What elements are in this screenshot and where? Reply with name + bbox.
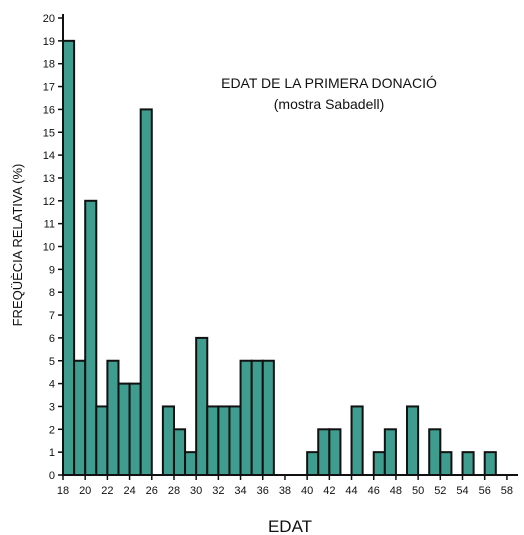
y-tick-label-2: 2: [49, 424, 55, 436]
y-tick-label-10: 10: [43, 242, 55, 254]
axes-group: [62, 14, 518, 476]
bar-age-35: [250, 359, 264, 476]
bar-age-32: [217, 405, 231, 477]
bar-age-18: [62, 39, 76, 476]
y-tick-label-16: 16: [43, 104, 55, 116]
bar-age-21: [95, 405, 109, 477]
bar-age-25: [139, 108, 153, 477]
y-tick-label-20: 20: [43, 13, 55, 25]
bar-age-56: [483, 451, 497, 476]
x-axis-title: EDAT: [268, 517, 312, 535]
x-tick-label-32: 32: [212, 485, 224, 497]
bar-age-44: [350, 405, 364, 477]
x-ticks-group: 18 20 22 24 26 28 30 32 34 36 38 40 42 44 46 48 50 52 54 56…: [57, 475, 513, 497]
x-tick-label-46: 46: [368, 485, 380, 497]
x-tick-label-50: 50: [412, 485, 424, 497]
bar-age-22: [106, 359, 120, 476]
bar-age-40: [306, 451, 320, 476]
bar-age-49: [406, 405, 420, 477]
y-tick-label-0: 0: [49, 470, 55, 482]
chart-subtitle: (mostra Sabadell): [274, 96, 385, 112]
x-tick-label-22: 22: [101, 485, 113, 497]
x-tick-label-24: 24: [123, 485, 135, 497]
x-tick-label-52: 52: [434, 485, 446, 497]
bar-age-46: [372, 451, 386, 476]
y-tick-label-1: 1: [49, 447, 55, 459]
bar-age-29: [184, 451, 198, 476]
bar-age-19: [73, 359, 87, 476]
y-tick-label-17: 17: [43, 82, 55, 94]
bar-age-28: [172, 428, 187, 476]
y-tick-label-9: 9: [49, 264, 55, 276]
bar-age-33: [228, 405, 242, 477]
y-axis-title: FREQÜÈCIA RELATIVA (%): [10, 164, 25, 327]
x-tick-label-58: 58: [501, 485, 513, 497]
y-tick-label-3: 3: [49, 401, 55, 413]
y-tick-label-18: 18: [43, 59, 55, 71]
x-tick-label-38: 38: [279, 485, 291, 497]
bar-age-30: [195, 336, 209, 476]
y-tick-label-14: 14: [43, 150, 55, 162]
x-tick-label-40: 40: [301, 485, 313, 497]
bar-age-36: [261, 359, 275, 476]
y-tick-label-12: 12: [43, 196, 55, 208]
x-tick-label-18: 18: [57, 485, 69, 497]
bar-age-54: [461, 451, 475, 476]
y-tick-label-8: 8: [49, 287, 55, 299]
bar-age-42: [328, 428, 342, 476]
bar-age-47: [383, 428, 397, 476]
bar-age-51: [428, 428, 442, 476]
bar-age-23: [117, 382, 131, 477]
x-tick-label-48: 48: [390, 485, 402, 497]
y-tick-label-15: 15: [43, 127, 55, 139]
x-tick-label-36: 36: [257, 485, 269, 497]
y-tick-label-13: 13: [43, 173, 55, 185]
y-tick-label-11: 11: [44, 219, 55, 231]
chart-title: EDAT DE LA PRIMERA DONACIÓ: [221, 75, 437, 91]
bar-age-27: [161, 405, 175, 477]
y-tick-label-19: 19: [43, 36, 55, 48]
x-tick-label-34: 34: [234, 485, 246, 497]
bar-age-24: [128, 382, 142, 477]
x-tick-label-20: 20: [79, 485, 91, 497]
x-tick-label-26: 26: [146, 485, 158, 497]
x-tick-label-42: 42: [323, 485, 335, 497]
bar-age-41: [317, 428, 331, 476]
x-tick-label-54: 54: [456, 485, 468, 497]
x-tick-label-56: 56: [479, 485, 491, 497]
bar-age-52: [439, 451, 453, 476]
bar-age-20: [84, 199, 98, 477]
y-tick-label-6: 6: [49, 333, 55, 345]
x-tick-label-28: 28: [168, 485, 180, 497]
y-tick-label-7: 7: [49, 310, 55, 322]
x-tick-label-44: 44: [345, 485, 357, 497]
y-tick-label-5: 5: [49, 356, 55, 368]
x-tick-label-30: 30: [190, 485, 202, 497]
bar-age-31: [206, 405, 220, 477]
y-tick-label-4: 4: [49, 379, 55, 391]
bar-age-34: [239, 359, 253, 476]
bars-group: [62, 39, 497, 477]
